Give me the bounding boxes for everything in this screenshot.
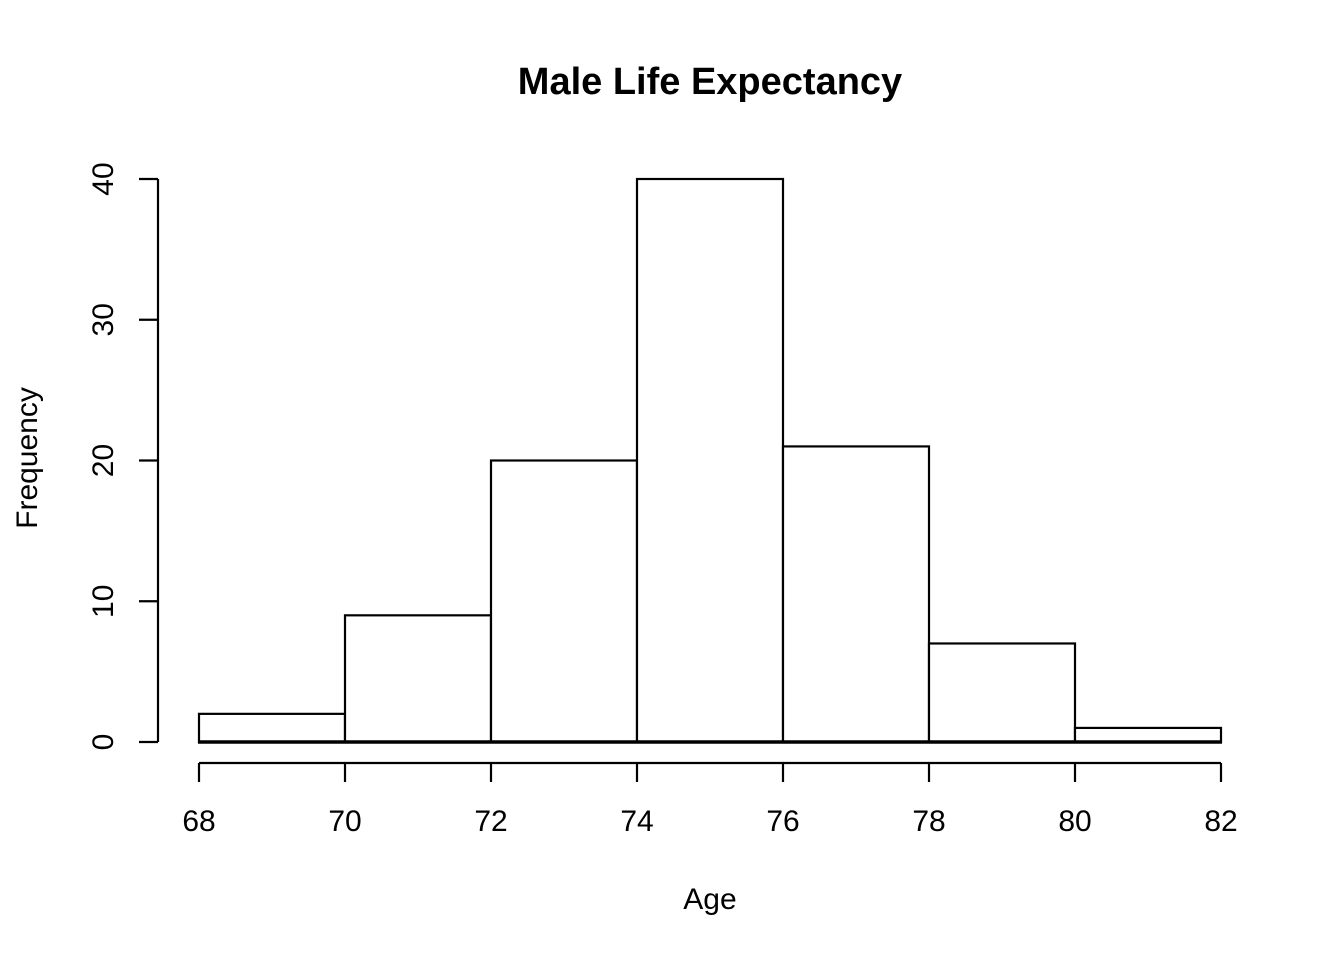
histogram-bar [927,642,1077,744]
histogram-bar [781,445,931,744]
histogram-bar [197,712,347,744]
y-axis: 0 10 20 30 40 [87,162,160,751]
histogram-bar [489,459,639,744]
x-tick-label: 80 [1058,805,1091,838]
y-tick-label: 0 [87,734,120,751]
histogram-bar [635,177,785,744]
x-tick-label: 72 [474,805,507,838]
x-tick-label: 76 [766,805,799,838]
y-tick-label: 10 [87,585,120,618]
x-axis: 68 70 72 74 76 78 80 82 [182,761,1238,838]
y-tick-label: 40 [87,162,120,195]
x-tick-label: 74 [620,805,653,838]
y-tick-label: 30 [87,303,120,336]
chart-title: Male Life Expectancy [518,61,902,103]
histogram-bar [1073,726,1223,744]
x-tick-label: 70 [328,805,361,838]
y-axis-label: Frequency [11,387,44,529]
x-tick-label: 68 [182,805,215,838]
y-tick-label: 20 [87,444,120,477]
x-tick-label: 78 [912,805,945,838]
x-axis-label: Age [683,883,736,916]
x-tick-label: 82 [1204,805,1237,838]
histogram-bars [197,177,1223,744]
histogram-bar [343,614,493,744]
